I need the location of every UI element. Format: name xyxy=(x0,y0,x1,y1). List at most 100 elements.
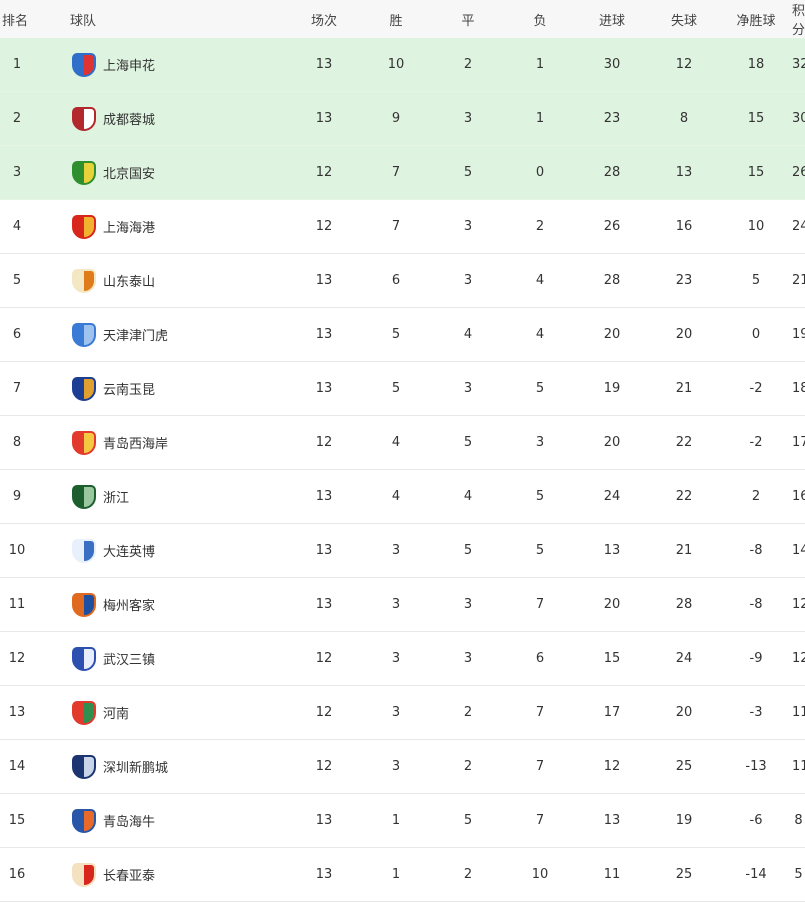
goal-diff: 10 xyxy=(720,199,792,254)
played: 12 xyxy=(288,739,360,794)
team-cell[interactable]: 北京国安 xyxy=(72,160,288,185)
team-name[interactable]: 上海申花 xyxy=(103,59,156,74)
qingdao-west-coast-logo-icon xyxy=(72,430,96,455)
team-name[interactable]: 云南玉昆 xyxy=(103,383,156,398)
table-row[interactable]: 16 长春亚泰 13 1 2 10 11 25 -14 5 xyxy=(0,847,805,902)
header-row: 排名 球队 场次 胜 平 负 进球 失球 净胜球 积分 xyxy=(0,0,805,38)
goals-for: 11 xyxy=(576,847,648,902)
rank: 8 xyxy=(0,415,34,470)
header-lost: 负 xyxy=(504,0,576,38)
team-name[interactable]: 山东泰山 xyxy=(103,275,156,290)
points: 19 xyxy=(792,307,805,362)
header-goals-against: 失球 xyxy=(648,0,720,38)
team-name[interactable]: 青岛海牛 xyxy=(103,815,156,830)
team-cell[interactable]: 云南玉昆 xyxy=(72,376,288,401)
team-cell[interactable]: 梅州客家 xyxy=(72,592,288,617)
table-row[interactable]: 3 北京国安 12 7 5 0 28 13 15 26 xyxy=(0,145,805,200)
rank: 13 xyxy=(0,685,34,740)
team-cell[interactable]: 上海海港 xyxy=(72,214,288,239)
dalian-yingbo-logo-icon xyxy=(72,538,96,563)
team-name[interactable]: 大连英博 xyxy=(103,545,156,560)
table-row[interactable]: 15 青岛海牛 13 1 5 7 13 19 -6 8 xyxy=(0,793,805,848)
won: 4 xyxy=(360,469,432,524)
won: 3 xyxy=(360,523,432,578)
won: 3 xyxy=(360,739,432,794)
team-name[interactable]: 深圳新鹏城 xyxy=(103,761,169,776)
team-name[interactable]: 成都蓉城 xyxy=(103,113,156,128)
table-row[interactable]: 13 河南 12 3 2 7 17 20 -3 11 xyxy=(0,685,805,740)
goals-for: 24 xyxy=(576,469,648,524)
lost: 0 xyxy=(504,145,576,200)
played: 13 xyxy=(288,91,360,146)
team-name[interactable]: 梅州客家 xyxy=(103,599,156,614)
header-drawn: 平 xyxy=(432,0,504,38)
team-cell[interactable]: 青岛西海岸 xyxy=(72,430,288,455)
team-name[interactable]: 天津津门虎 xyxy=(103,329,169,344)
points: 18 xyxy=(792,361,805,416)
lost: 7 xyxy=(504,793,576,848)
goals-for: 15 xyxy=(576,631,648,686)
table-row[interactable]: 11 梅州客家 13 3 3 7 20 28 -8 12 xyxy=(0,577,805,632)
team-cell[interactable]: 深圳新鹏城 xyxy=(72,754,288,779)
table-row[interactable]: 8 青岛西海岸 12 4 5 3 20 22 -2 17 xyxy=(0,415,805,470)
table-row[interactable]: 9 浙江 13 4 4 5 24 22 2 16 xyxy=(0,469,805,524)
goal-diff: -8 xyxy=(720,523,792,578)
chengdu-rongcheng-logo-icon xyxy=(72,106,96,131)
lost: 3 xyxy=(504,415,576,470)
team-cell[interactable]: 长春亚泰 xyxy=(72,862,288,887)
team-name[interactable]: 北京国安 xyxy=(103,167,156,182)
table-row[interactable]: 1 上海申花 13 10 2 1 30 12 18 32 xyxy=(0,38,805,92)
played: 12 xyxy=(288,415,360,470)
goals-against: 16 xyxy=(648,199,720,254)
goal-diff: -9 xyxy=(720,631,792,686)
table-row[interactable]: 10 大连英博 13 3 5 5 13 21 -8 14 xyxy=(0,523,805,578)
goals-against: 23 xyxy=(648,253,720,308)
team-name[interactable]: 长春亚泰 xyxy=(103,869,156,884)
table-row[interactable]: 14 深圳新鹏城 12 3 2 7 12 25 -13 11 xyxy=(0,739,805,794)
drawn: 2 xyxy=(432,38,504,92)
table-row[interactable]: 2 成都蓉城 13 9 3 1 23 8 15 30 xyxy=(0,91,805,146)
team-name[interactable]: 青岛西海岸 xyxy=(103,437,169,452)
team-name[interactable]: 河南 xyxy=(103,707,130,722)
rank: 16 xyxy=(0,847,34,902)
team-cell[interactable]: 上海申花 xyxy=(72,52,288,77)
table-row[interactable]: 5 山东泰山 13 6 3 4 28 23 5 21 xyxy=(0,253,805,308)
header-rank: 排名 xyxy=(0,0,34,38)
team-cell[interactable]: 大连英博 xyxy=(72,538,288,563)
drawn: 3 xyxy=(432,577,504,632)
team-cell[interactable]: 武汉三镇 xyxy=(72,646,288,671)
goals-against: 12 xyxy=(648,38,720,92)
table-row[interactable]: 7 云南玉昆 13 5 3 5 19 21 -2 18 xyxy=(0,361,805,416)
shandong-taishan-logo-icon xyxy=(72,268,96,293)
won: 9 xyxy=(360,91,432,146)
table-row[interactable]: 6 天津津门虎 13 5 4 4 20 20 0 19 xyxy=(0,307,805,362)
won: 1 xyxy=(360,847,432,902)
points: 24 xyxy=(792,199,805,254)
team-cell[interactable]: 天津津门虎 xyxy=(72,322,288,347)
team-name[interactable]: 上海海港 xyxy=(103,221,156,236)
team-cell[interactable]: 山东泰山 xyxy=(72,268,288,293)
won: 1 xyxy=(360,793,432,848)
team-cell[interactable]: 青岛海牛 xyxy=(72,808,288,833)
table-row[interactable]: 4 上海海港 12 7 3 2 26 16 10 24 xyxy=(0,199,805,254)
points: 12 xyxy=(792,631,805,686)
team-name[interactable]: 武汉三镇 xyxy=(103,653,156,668)
goals-against: 21 xyxy=(648,361,720,416)
won: 3 xyxy=(360,631,432,686)
rank: 6 xyxy=(0,307,34,362)
team-cell[interactable]: 河南 xyxy=(72,700,288,725)
points: 5 xyxy=(792,847,805,902)
won: 5 xyxy=(360,361,432,416)
rank: 11 xyxy=(0,577,34,632)
goals-for: 13 xyxy=(576,793,648,848)
goal-diff: -14 xyxy=(720,847,792,902)
table-row[interactable]: 12 武汉三镇 12 3 3 6 15 24 -9 12 xyxy=(0,631,805,686)
team-cell[interactable]: 浙江 xyxy=(72,484,288,509)
lost: 5 xyxy=(504,469,576,524)
team-cell[interactable]: 成都蓉城 xyxy=(72,106,288,131)
header-team: 球队 xyxy=(34,0,288,38)
drawn: 5 xyxy=(432,793,504,848)
goals-for: 26 xyxy=(576,199,648,254)
played: 13 xyxy=(288,523,360,578)
team-name[interactable]: 浙江 xyxy=(103,491,130,506)
